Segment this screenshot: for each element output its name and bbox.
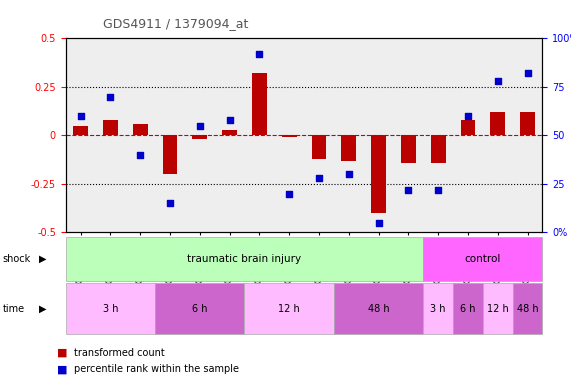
Bar [73, 126, 88, 136]
Text: 48 h: 48 h [368, 304, 389, 314]
Bar [163, 136, 178, 174]
Bar [103, 120, 118, 136]
Text: control: control [465, 254, 501, 264]
Text: 3 h: 3 h [103, 304, 118, 314]
Bar [132, 124, 148, 136]
Text: ■: ■ [57, 364, 67, 374]
Bar [520, 112, 535, 136]
Point [523, 70, 532, 76]
Point [135, 152, 144, 158]
Bar [460, 120, 476, 136]
Text: 6 h: 6 h [192, 304, 207, 314]
Text: 12 h: 12 h [278, 304, 300, 314]
Point [493, 78, 502, 84]
Bar [401, 136, 416, 162]
Bar [371, 136, 386, 213]
Point [433, 187, 443, 193]
Point [166, 200, 175, 206]
Text: 12 h: 12 h [487, 304, 509, 314]
Point [76, 113, 85, 119]
Point [225, 117, 234, 123]
Bar [192, 136, 207, 139]
Text: ▶: ▶ [39, 254, 46, 264]
Bar [490, 112, 505, 136]
Point [404, 187, 413, 193]
Point [255, 51, 264, 57]
Text: shock: shock [3, 254, 31, 264]
Text: ■: ■ [57, 348, 67, 358]
Point [284, 190, 293, 197]
Text: 6 h: 6 h [460, 304, 476, 314]
Point [195, 122, 204, 129]
Bar [431, 136, 445, 162]
Bar [222, 129, 237, 136]
Point [315, 175, 324, 181]
Point [344, 171, 353, 177]
Text: percentile rank within the sample: percentile rank within the sample [74, 364, 239, 374]
Text: 3 h: 3 h [431, 304, 446, 314]
Text: traumatic brain injury: traumatic brain injury [187, 254, 301, 264]
Text: GDS4911 / 1379094_at: GDS4911 / 1379094_at [103, 17, 248, 30]
Point [374, 220, 383, 226]
Text: transformed count: transformed count [74, 348, 165, 358]
Bar [312, 136, 327, 159]
Bar [341, 136, 356, 161]
Point [464, 113, 473, 119]
Bar [252, 73, 267, 136]
Bar [282, 136, 296, 137]
Text: time: time [3, 304, 25, 314]
Text: ▶: ▶ [39, 304, 46, 314]
Text: 48 h: 48 h [517, 304, 538, 314]
Point [106, 93, 115, 99]
